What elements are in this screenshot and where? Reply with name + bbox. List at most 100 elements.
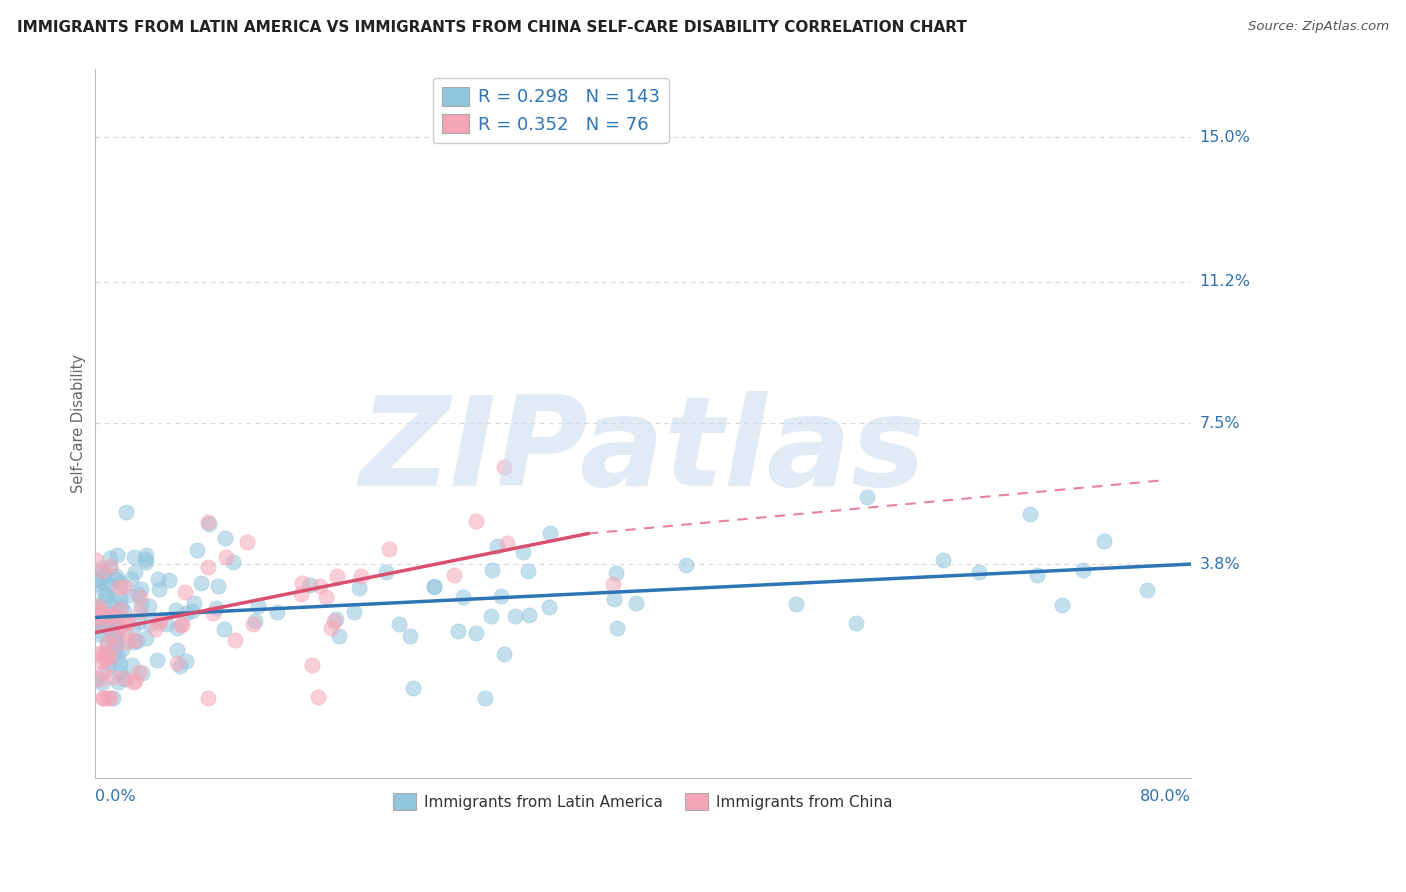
Point <box>98 610 121 624</box>
Point <box>602 577 624 591</box>
Point <box>479 609 502 624</box>
Point <box>98 656 121 670</box>
Point <box>325 612 347 626</box>
Point <box>112 604 135 618</box>
Point <box>169 658 191 673</box>
Point <box>91 690 114 705</box>
Point <box>319 621 342 635</box>
Point <box>96 646 118 660</box>
Point <box>90 564 112 578</box>
Point <box>603 591 626 606</box>
Point <box>91 617 114 632</box>
Point <box>174 585 197 599</box>
Point <box>298 578 321 592</box>
Point <box>204 600 226 615</box>
Point <box>443 568 465 582</box>
Point <box>108 602 131 616</box>
Point <box>100 628 122 642</box>
Point <box>505 608 527 623</box>
Point <box>100 578 122 592</box>
Point <box>103 607 125 621</box>
Point <box>146 653 169 667</box>
Point <box>86 648 108 662</box>
Point <box>101 690 124 705</box>
Point <box>290 587 312 601</box>
Point <box>117 615 139 629</box>
Point <box>967 565 990 579</box>
Point <box>96 636 118 650</box>
Point <box>105 609 128 624</box>
Point <box>291 576 314 591</box>
Point <box>124 673 146 688</box>
Point <box>86 577 108 591</box>
Point <box>347 582 370 596</box>
Point <box>512 545 534 559</box>
Point <box>87 672 110 686</box>
Point <box>84 553 107 567</box>
Point <box>388 617 411 632</box>
Point <box>94 588 117 602</box>
Point <box>214 549 236 564</box>
Point <box>111 642 134 657</box>
Point <box>1071 563 1094 577</box>
Point <box>118 588 141 602</box>
Point <box>117 634 139 648</box>
Point <box>100 560 122 574</box>
Point <box>135 555 157 569</box>
Point <box>128 605 150 619</box>
Point <box>845 615 868 630</box>
Point <box>89 574 111 588</box>
Point <box>97 607 120 621</box>
Point <box>236 534 259 549</box>
Point <box>174 654 197 668</box>
Point <box>104 595 127 609</box>
Point <box>155 616 177 631</box>
Point <box>197 560 219 574</box>
Point <box>98 559 121 574</box>
Point <box>134 552 156 566</box>
Point <box>93 585 115 599</box>
Point <box>128 665 150 679</box>
Point <box>129 598 152 612</box>
Point <box>180 604 202 618</box>
Point <box>91 676 114 690</box>
Point <box>114 626 136 640</box>
Text: IMMIGRANTS FROM LATIN AMERICA VS IMMIGRANTS FROM CHINA SELF-CARE DISABILITY CORR: IMMIGRANTS FROM LATIN AMERICA VS IMMIGRA… <box>17 20 967 35</box>
Point <box>174 607 197 621</box>
Point <box>190 576 212 591</box>
Point <box>108 591 131 606</box>
Point <box>110 599 132 614</box>
Text: 0.0%: 0.0% <box>94 789 135 804</box>
Point <box>125 633 148 648</box>
Point <box>94 650 117 665</box>
Point <box>517 607 540 622</box>
Point <box>186 543 208 558</box>
Point <box>86 618 108 632</box>
Point <box>96 662 118 676</box>
Text: 11.2%: 11.2% <box>1199 275 1250 290</box>
Text: 15.0%: 15.0% <box>1199 129 1250 145</box>
Point <box>107 675 129 690</box>
Point <box>100 609 122 624</box>
Point <box>301 657 323 672</box>
Point <box>538 526 561 541</box>
Point <box>100 599 122 613</box>
Point <box>86 573 108 587</box>
Point <box>90 646 112 660</box>
Point <box>1050 598 1073 612</box>
Point <box>932 553 955 567</box>
Point <box>120 573 142 587</box>
Point <box>212 622 235 636</box>
Point <box>315 591 337 605</box>
Point <box>108 575 131 590</box>
Point <box>242 616 264 631</box>
Point <box>108 580 131 594</box>
Point <box>89 627 111 641</box>
Point <box>605 566 627 580</box>
Point <box>84 623 107 637</box>
Point <box>104 639 127 653</box>
Point <box>486 540 509 554</box>
Point <box>538 600 561 615</box>
Text: Source: ZipAtlas.com: Source: ZipAtlas.com <box>1249 20 1389 33</box>
Point <box>103 646 125 660</box>
